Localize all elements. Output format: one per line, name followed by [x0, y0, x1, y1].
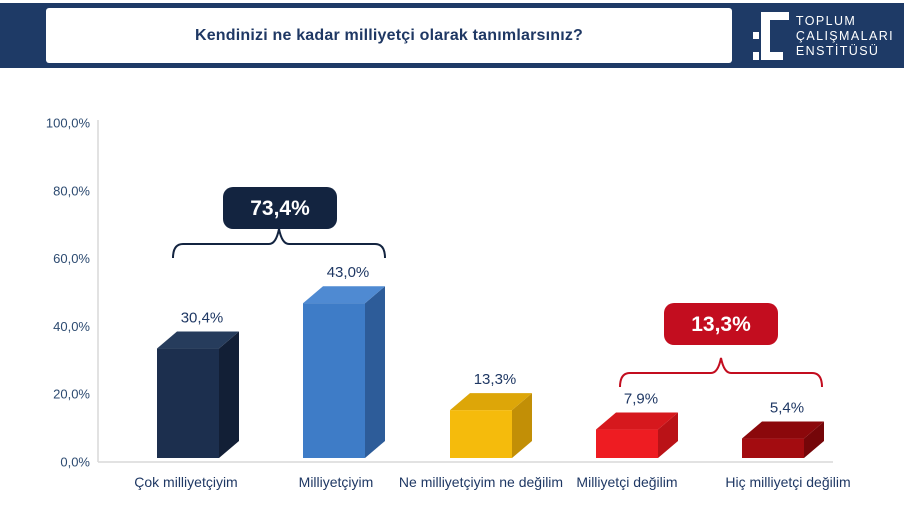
category-label-4: Milliyetçi değilim [576, 474, 677, 490]
bar-top-4 [596, 412, 678, 430]
bar-side-1 [219, 331, 239, 458]
value-label-5: 5,4% [770, 400, 804, 417]
institute-logo: TOPLUM ÇALIŞMALARI ENSTİTÜSÜ [752, 12, 894, 60]
header-bar: Kendinizi ne kadar milliyetçi olarak tan… [0, 3, 904, 68]
category-label-1: Çok milliyetçiyim [134, 474, 237, 490]
y-tick-label: 60,0% [53, 251, 90, 266]
value-label-3: 13,3% [474, 371, 517, 388]
group-callout-label-1: 73,4% [250, 197, 310, 220]
logo-line-3: ENSTİTÜSÜ [795, 43, 880, 58]
category-label-2: Milliyetçiyim [299, 474, 374, 490]
logo-line-1: TOPLUM [795, 13, 857, 28]
institute-name: TOPLUM ÇALIŞMALARI ENSTİTÜSÜ [796, 14, 894, 59]
bar-side-5 [804, 421, 824, 458]
bar-side-3 [512, 393, 532, 458]
bar-5 [742, 438, 804, 458]
i-beam-logo-icon [752, 12, 789, 60]
group-callout-2 [664, 303, 778, 345]
value-label-4: 7,9% [624, 391, 658, 408]
value-label-2: 43,0% [327, 264, 370, 281]
bar-side-2 [365, 286, 385, 458]
chart-title: Kendinizi ne kadar milliyetçi olarak tan… [194, 26, 584, 44]
y-tick-label: 0,0% [60, 455, 90, 470]
bar-1 [157, 348, 219, 458]
y-tick-label: 20,0% [53, 387, 90, 402]
group-callout-label-2: 13,3% [691, 313, 751, 336]
bar-top-5 [742, 421, 824, 439]
bar-top-3 [450, 393, 532, 411]
group-bracket-2 [619, 357, 823, 388]
bar-4 [596, 429, 658, 458]
logo-line-2: ÇALIŞMALARI [795, 28, 894, 43]
title-box: Kendinizi ne kadar milliyetçi olarak tan… [46, 8, 732, 63]
bar-top-2 [303, 286, 385, 304]
category-label-5: Hiç milliyetçi değilim [725, 474, 850, 490]
y-tick-label: 100,0% [46, 116, 91, 131]
y-tick-label: 80,0% [53, 183, 90, 198]
bar-3 [450, 410, 512, 458]
bar-chart: 100,0% 80,0% 60,0% 40,0% 20,0% 0,0% 30,4% 43,0%… [46, 116, 851, 491]
group-callout-1 [223, 187, 337, 229]
category-label-3: Ne milliyetçiyim ne değilim [399, 474, 563, 490]
group-bracket-1 [172, 228, 386, 259]
bar-top-1 [157, 331, 239, 349]
bar-side-4 [658, 412, 678, 458]
bar-2 [303, 303, 365, 458]
value-label-1: 30,4% [181, 310, 224, 327]
y-tick-label: 40,0% [53, 319, 90, 334]
